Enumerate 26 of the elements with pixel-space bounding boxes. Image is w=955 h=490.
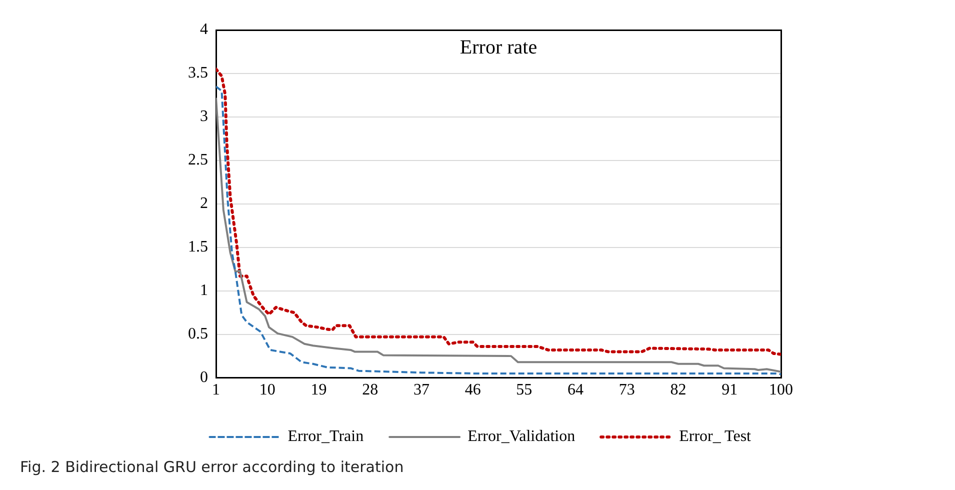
y-tick-label: 2.5 (188, 152, 208, 169)
y-tick-label: 3.5 (188, 64, 208, 82)
y-tick-label: 2 (200, 195, 208, 212)
x-tick-label: 82 (670, 382, 686, 399)
x-tick-label: 64 (568, 382, 584, 399)
legend-label: Error_Validation (468, 428, 576, 446)
x-tick-label: 91 (722, 382, 738, 399)
x-tick-label: 73 (618, 382, 635, 399)
x-tick-label: 100 (769, 382, 793, 399)
x-tick-label: 1 (212, 382, 220, 399)
y-tick-label: 1 (200, 282, 208, 300)
x-tick-label: 10 (259, 382, 276, 399)
y-tick-label: 0 (200, 369, 208, 386)
y-tick-label: 0.5 (188, 326, 208, 343)
legend-label: Error_Train (288, 428, 364, 446)
chart-title: Error rate (460, 36, 538, 58)
y-tick-label: 1.5 (188, 238, 208, 256)
x-tick-label: 55 (516, 382, 532, 399)
y-tick-label: 3 (200, 108, 208, 126)
x-tick-label: 19 (310, 382, 327, 399)
x-tick-label: 37 (413, 382, 430, 399)
legend-label: Error_ Test (679, 428, 752, 446)
x-tick-label: 46 (464, 382, 481, 399)
caption: Fig. 2 Bidirectional GRU error according to iteration (20, 458, 404, 476)
y-tick-label: 4 (200, 21, 208, 38)
x-tick-label: 28 (362, 382, 378, 399)
